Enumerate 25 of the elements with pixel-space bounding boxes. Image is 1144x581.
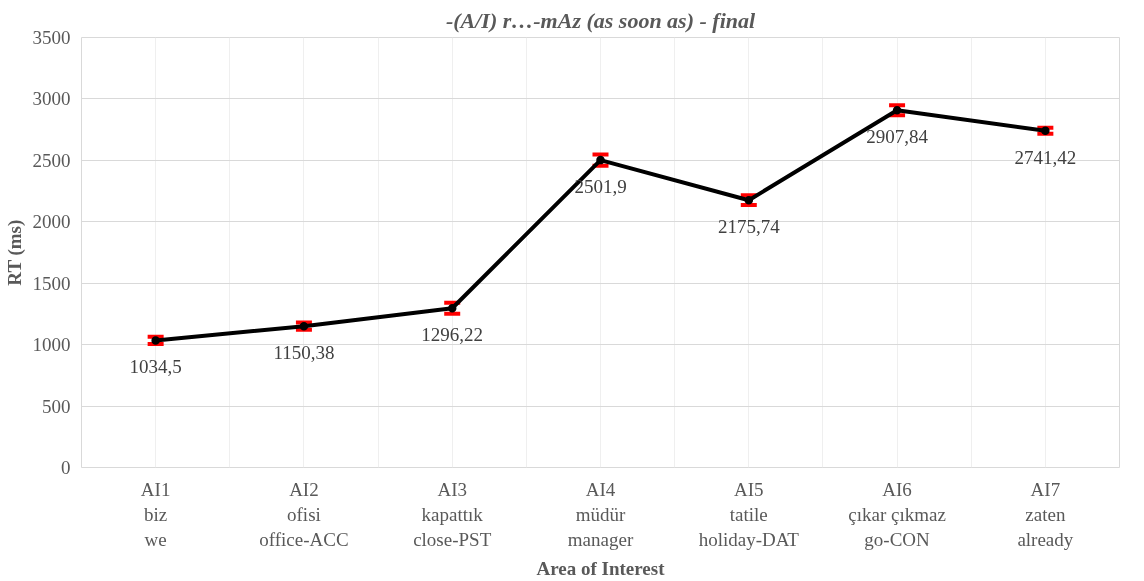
y-tick-label: 1500 <box>32 272 71 294</box>
x-tick-label: AI2 ofisi office-ACC <box>259 478 349 550</box>
y-tick-label: 3000 <box>32 88 71 110</box>
data-label: 1296,22 <box>421 324 484 346</box>
y-tick-label: 500 <box>42 395 71 417</box>
x-tick-label: AI7 zaten already <box>1017 478 1074 550</box>
x-axis-title: Area of Interest <box>536 557 666 579</box>
y-tick-label: 0 <box>61 457 71 478</box>
chart-title: -(A/I) r…-mAz (as soon as) - final <box>445 7 757 33</box>
x-tick-label: AI6 çıkar çıkmaz go-CON <box>848 478 946 550</box>
y-tick-label: 1000 <box>32 334 71 356</box>
data-label: 2741,42 <box>1014 146 1077 168</box>
data-label: 2501,9 <box>574 176 627 198</box>
data-label: 2907,84 <box>866 126 929 148</box>
data-label: 1034,5 <box>129 356 182 378</box>
y-tick-label: 3500 <box>32 27 71 48</box>
data-label: 2175,74 <box>717 216 781 238</box>
x-tick-label: AI1 biz we <box>140 478 171 550</box>
y-axis-title: RT (ms) <box>3 219 26 286</box>
x-tick-label: AI3 kapattık close-PST <box>413 478 492 550</box>
x-tick-label: AI5 tatile holiday-DAT <box>698 478 800 550</box>
x-tick-label: AI4 müdür manager <box>567 478 634 550</box>
data-label: 1150,38 <box>273 342 335 364</box>
y-tick-label: 2000 <box>32 211 71 233</box>
y-tick-label: 2500 <box>32 149 71 171</box>
